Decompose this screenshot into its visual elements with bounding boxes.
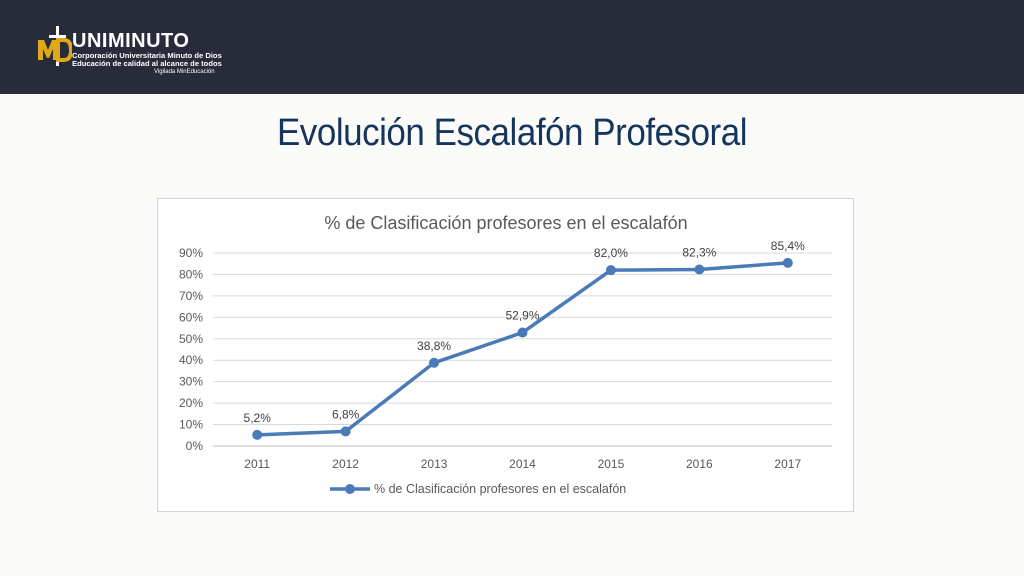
y-tick-label: 60% [179, 310, 203, 324]
data-label: 38,8% [417, 339, 451, 353]
y-tick-label: 10% [179, 418, 203, 432]
line-chart: % de Clasificación profesores en el esca… [179, 213, 832, 496]
uniminuto-logo[interactable]: UNIMINUTO Corporación Universitaria Minu… [36, 22, 236, 78]
x-tick-label: 2014 [509, 457, 536, 471]
y-tick-label: 30% [179, 375, 203, 389]
logo-tagline-2: Educación de calidad al alcance de todos [72, 59, 222, 68]
data-labels: 5,2% 6,8% 38,8% 52,9% 82,0% 82,3% 85,4% [244, 239, 806, 425]
data-point [694, 264, 705, 275]
x-tick-label: 2011 [244, 457, 270, 471]
y-tick-label: 90% [179, 246, 203, 260]
x-tick-label: 2015 [598, 457, 625, 471]
y-tick-label: 0% [186, 439, 204, 453]
data-point [252, 429, 263, 440]
logo-name: UNIMINUTO [72, 30, 190, 52]
legend-marker [345, 484, 355, 494]
data-label: 85,4% [771, 239, 805, 253]
y-tick-label: 40% [179, 353, 203, 367]
data-point [782, 257, 793, 268]
data-label: 5,2% [244, 411, 272, 425]
logo-tagline-1: Corporación Universitaria Minuto de Dios [72, 51, 222, 60]
y-tick-label: 20% [179, 396, 203, 410]
x-tick-label: 2016 [686, 457, 713, 471]
logo-md-icon [38, 26, 72, 66]
data-label: 82,0% [594, 246, 628, 260]
series-layer [252, 257, 793, 440]
y-tick-label: 80% [179, 267, 203, 281]
header-bar: UNIMINUTO Corporación Universitaria Minu… [0, 0, 1024, 94]
x-tick-label: 2012 [332, 457, 359, 471]
chart-title: % de Clasificación profesores en el esca… [324, 213, 687, 233]
x-tick-label: 2013 [421, 457, 448, 471]
data-point [340, 426, 351, 437]
data-point [429, 357, 440, 368]
data-point [605, 265, 616, 276]
data-label: 52,9% [505, 309, 539, 323]
legend: % de Clasificación profesores en el esca… [330, 482, 626, 496]
slide-title: Evolución Escalafón Profesoral [276, 112, 748, 154]
x-axis-ticks: 2011 2012 2013 2014 2015 2016 2017 [244, 457, 801, 471]
gridlines [213, 252, 832, 447]
y-tick-label: 70% [179, 289, 203, 303]
y-axis-ticks: 0% 10% 20% 30% 40% 50% 60% 70% 80% 90% [179, 246, 203, 453]
data-point [517, 327, 528, 338]
data-label: 82,3% [682, 246, 716, 260]
data-label: 6,8% [332, 407, 360, 421]
logo-tagline-3: Vigilada MinEducación [154, 69, 215, 75]
chart-container: % de Clasificación profesores en el esca… [157, 198, 854, 512]
x-tick-label: 2017 [774, 457, 801, 471]
legend-label: % de Clasificación profesores en el esca… [374, 482, 626, 496]
y-tick-label: 50% [179, 332, 203, 346]
